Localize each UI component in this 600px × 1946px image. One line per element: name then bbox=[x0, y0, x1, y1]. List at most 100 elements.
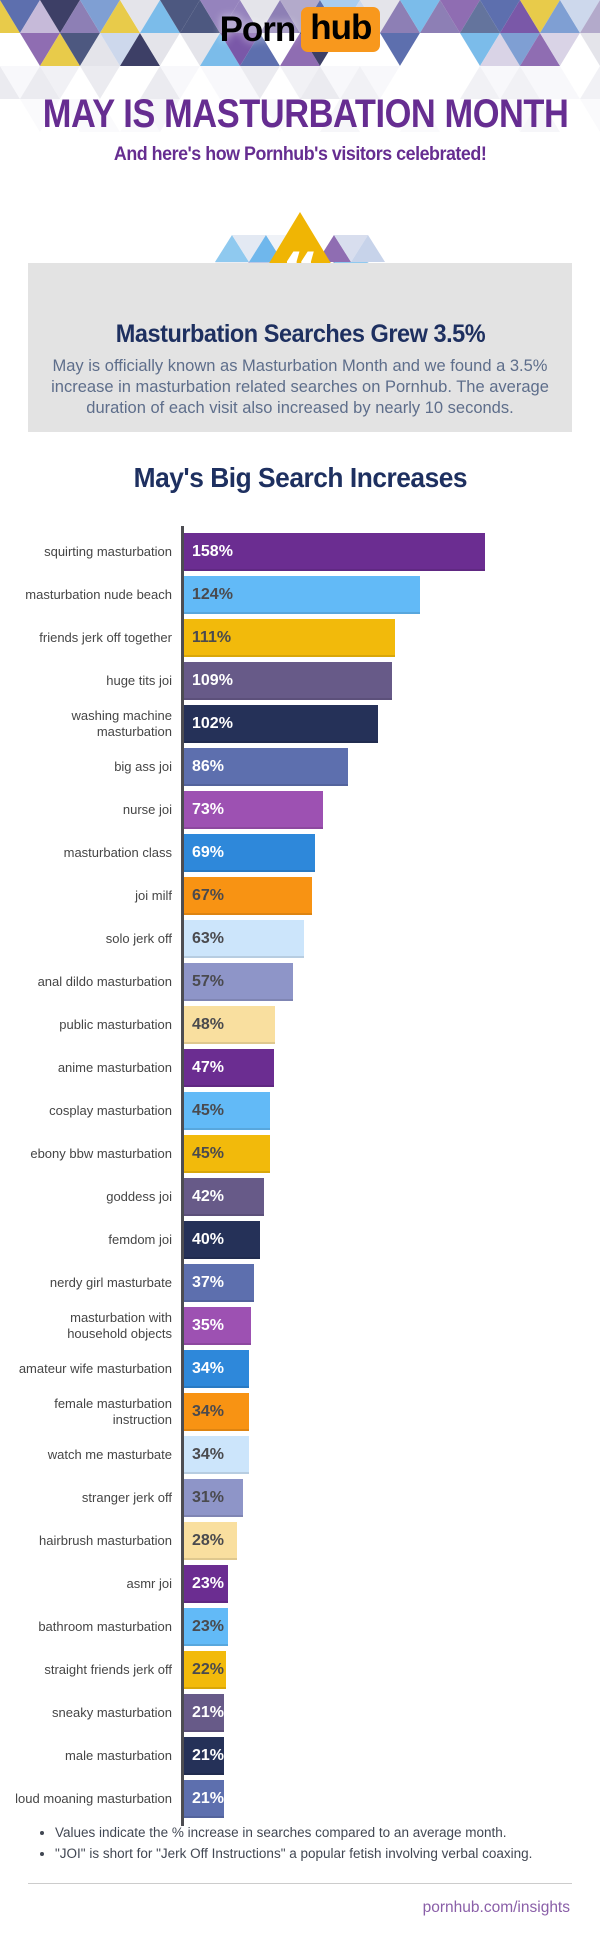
chart-row: joi milf 67% bbox=[0, 877, 600, 915]
bar-label: asmr joi bbox=[126, 1576, 172, 1591]
chart-row: male masturbation 21% bbox=[0, 1737, 600, 1775]
bar: 40% bbox=[184, 1221, 260, 1259]
bar-label: nerdy girl masturbate bbox=[49, 1275, 172, 1290]
chart-row: masturbation with household objects 35% bbox=[0, 1307, 600, 1345]
chart-row: asmr joi 23% bbox=[0, 1565, 600, 1603]
bar-chart: squirting masturbation 158% masturbation n… bbox=[0, 526, 600, 1835]
bar-label: femdom joi bbox=[108, 1232, 172, 1247]
chart-row: public masturbation 48% bbox=[0, 1006, 600, 1044]
bar-label: female masturbation instruction bbox=[54, 1396, 172, 1427]
chart-row: anal dildo masturbation 57% bbox=[0, 963, 600, 1001]
bar-label: masturbation nude beach bbox=[25, 587, 172, 602]
chart-row: watch me masturbate 34% bbox=[0, 1436, 600, 1474]
bar-label: loud moaning masturbation bbox=[15, 1791, 172, 1806]
logo-text-porn: Porn bbox=[219, 9, 297, 49]
bar-label: nurse joi bbox=[122, 802, 172, 817]
bar-label: huge tits joi bbox=[106, 673, 172, 688]
chart-row: masturbation nude beach 124% bbox=[0, 576, 600, 614]
bar-value: 22% bbox=[192, 1661, 225, 1678]
chart-row: stranger jerk off 31% bbox=[0, 1479, 600, 1517]
chart-row: bathroom masturbation 23% bbox=[0, 1608, 600, 1646]
bar-label: cosplay masturbation bbox=[49, 1103, 172, 1118]
chart-row: straight friends jerk off 22% bbox=[0, 1651, 600, 1689]
bar-value: 40% bbox=[192, 1231, 225, 1248]
bar-label: solo jerk off bbox=[105, 931, 172, 946]
bar-label: sneaky masturbation bbox=[52, 1705, 172, 1720]
chart-row: femdom joi 40% bbox=[0, 1221, 600, 1259]
bar-value: 45% bbox=[192, 1102, 225, 1119]
insights-link[interactable]: pornhub.com/insights bbox=[422, 1899, 570, 1916]
bar-value: 23% bbox=[192, 1575, 225, 1592]
summary-heading: Masturbation Searches Grew 3.5% bbox=[28, 320, 572, 349]
bar-label: ebony bbw masturbation bbox=[30, 1146, 172, 1161]
bar-label: goddess joi bbox=[106, 1189, 172, 1204]
bar: 34% bbox=[184, 1436, 249, 1474]
bar-label: amateur wife masturbation bbox=[18, 1361, 172, 1376]
bar: 69% bbox=[184, 834, 315, 872]
page-subtitle: And here's how Pornhub's visitors celebr… bbox=[0, 144, 600, 166]
summary-body: May is officially known as Masturbation … bbox=[51, 357, 549, 417]
bar-label: joi milf bbox=[135, 888, 172, 903]
footnote-2: "JOI" is short for "Jerk Off Instruction… bbox=[55, 1843, 589, 1864]
bar-value: 23% bbox=[192, 1618, 225, 1635]
summary-box: Masturbation Searches Grew 3.5% May is o… bbox=[28, 263, 572, 432]
page-title-text: MAY IS MASTURBATION MONTH bbox=[42, 92, 569, 136]
footnotes: Values indicate the % increase in search… bbox=[38, 1822, 589, 1864]
chart-row: loud moaning masturbation 21% bbox=[0, 1780, 600, 1818]
bar-label: squirting masturbation bbox=[44, 544, 172, 559]
chart-title: May's Big Search Increases bbox=[0, 462, 600, 494]
chart-row: hairbrush masturbation 28% bbox=[0, 1522, 600, 1560]
bar: 28% bbox=[184, 1522, 237, 1560]
bar: 47% bbox=[184, 1049, 274, 1087]
bar: 102% bbox=[184, 705, 378, 743]
bar: 22% bbox=[184, 1651, 226, 1689]
bar: 109% bbox=[184, 662, 392, 700]
chart-row: amateur wife masturbation 34% bbox=[0, 1350, 600, 1388]
bar-value: 31% bbox=[192, 1489, 225, 1506]
bar-value: 28% bbox=[192, 1532, 225, 1549]
bar: 158% bbox=[184, 533, 485, 571]
bar-value: 111% bbox=[192, 629, 232, 646]
bar-value: 63% bbox=[192, 930, 225, 947]
chart-row: big ass joi 86% bbox=[0, 748, 600, 786]
bar-value: 45% bbox=[192, 1145, 225, 1162]
chart-row: goddess joi 42% bbox=[0, 1178, 600, 1216]
bar-value: 73% bbox=[192, 801, 225, 818]
bar: 48% bbox=[184, 1006, 275, 1044]
bar-value: 57% bbox=[192, 973, 225, 990]
bar-value: 34% bbox=[192, 1403, 225, 1420]
bar-value: 34% bbox=[192, 1446, 225, 1463]
bar: 31% bbox=[184, 1479, 243, 1517]
bar: 23% bbox=[184, 1608, 228, 1646]
bar-label: public masturbation bbox=[59, 1017, 172, 1032]
bar-value: 102% bbox=[192, 715, 233, 732]
chart-row: masturbation class 69% bbox=[0, 834, 600, 872]
bar-label: masturbation class bbox=[63, 845, 172, 860]
triangle-banner: Porn hub bbox=[0, 0, 600, 132]
bar-value: 48% bbox=[192, 1016, 225, 1033]
bar: 35% bbox=[184, 1307, 251, 1345]
chart-row: anime masturbation 47% bbox=[0, 1049, 600, 1087]
chart-row: solo jerk off 63% bbox=[0, 920, 600, 958]
bar-label: friends jerk off together bbox=[39, 630, 172, 645]
bar: 21% bbox=[184, 1780, 224, 1818]
axis-line bbox=[181, 526, 184, 1826]
bar: 86% bbox=[184, 748, 348, 786]
bar-value: 21% bbox=[192, 1790, 225, 1807]
bar: 34% bbox=[184, 1350, 249, 1388]
bar-label: straight friends jerk off bbox=[44, 1662, 172, 1677]
bar-value: 47% bbox=[192, 1059, 225, 1076]
bar: 34% bbox=[184, 1393, 249, 1431]
bar-value: 67% bbox=[192, 887, 225, 904]
bar-value: 21% bbox=[192, 1747, 225, 1764]
bar-label: stranger jerk off bbox=[81, 1490, 172, 1505]
chart-row: squirting masturbation 158% bbox=[0, 533, 600, 571]
bar-value: 124% bbox=[192, 586, 233, 603]
bar: 45% bbox=[184, 1135, 270, 1173]
divider bbox=[28, 1883, 572, 1884]
bar-value: 109% bbox=[192, 672, 233, 689]
triangle-mosaic bbox=[0, 0, 600, 132]
bar-value: 86% bbox=[192, 758, 225, 775]
bar-value: 21% bbox=[192, 1704, 225, 1721]
